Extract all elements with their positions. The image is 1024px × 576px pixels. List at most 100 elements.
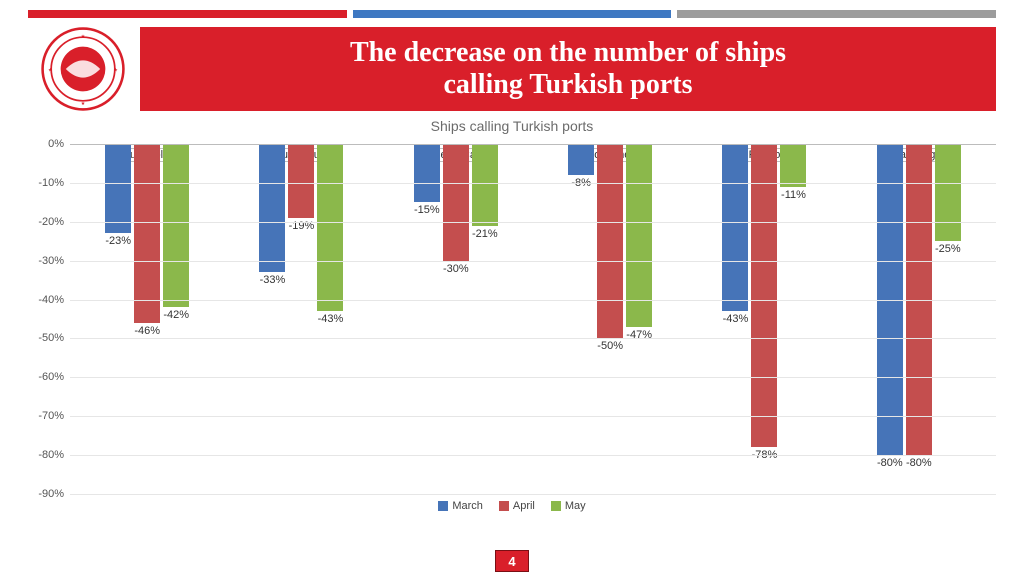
gridline: [70, 494, 996, 495]
bar-rect: [568, 144, 594, 175]
bars-row: -8%-50%-47%: [533, 144, 687, 494]
bar-rect: [134, 144, 160, 323]
bar-value-label: -11%: [781, 189, 806, 201]
bars-row: -80%-80%-25%: [842, 144, 996, 494]
category-group: Bulk Liquid-33%-19%-43%: [224, 144, 378, 494]
gridline: [70, 300, 996, 301]
bar-value-label: -50%: [597, 340, 623, 352]
y-tick-label: -20%: [38, 216, 64, 228]
y-tick-label: 0%: [48, 138, 64, 150]
bar: -19%: [288, 144, 314, 494]
category-group: General Cargo-15%-30%-21%: [379, 144, 533, 494]
bar: -80%: [877, 144, 903, 494]
gridline: [70, 222, 996, 223]
baseline: [70, 144, 996, 145]
bar-value-label: -33%: [260, 274, 286, 286]
bar-value-label: -43%: [318, 313, 344, 325]
gridline: [70, 183, 996, 184]
legend-label: April: [513, 500, 535, 512]
legend-label: March: [452, 500, 483, 512]
svg-text:★: ★: [81, 34, 86, 40]
bar-value-label: -42%: [163, 309, 189, 321]
y-tick-label: -40%: [38, 294, 64, 306]
bar: -80%: [906, 144, 932, 494]
header: ★ ★ ★ ★ The decrease on the number of sh…: [0, 26, 1024, 112]
bar: -43%: [317, 144, 343, 494]
legend-swatch: [551, 501, 561, 511]
bar: -25%: [935, 144, 961, 494]
bar: -23%: [105, 144, 131, 494]
svg-text:★: ★: [113, 68, 118, 74]
title-banner: The decrease on the number of ships call…: [140, 27, 996, 111]
bar-value-label: -46%: [134, 325, 160, 337]
category-group: Container-8%-50%-47%: [533, 144, 687, 494]
bar: -47%: [626, 144, 652, 494]
gridline: [70, 377, 996, 378]
stripe-blue: [353, 10, 672, 18]
bar: -8%: [568, 144, 594, 494]
bars-row: -23% -46%-42%: [70, 144, 224, 494]
stripe-grey: [677, 10, 996, 18]
y-tick-label: -10%: [38, 177, 64, 189]
bar-rect: [751, 144, 777, 447]
bar-rect: [414, 144, 440, 202]
chart-plot: 0%-10%-20%-30%-40%-50%-60%-70%-80%-90% B…: [70, 144, 996, 494]
page-number: 4: [495, 550, 529, 572]
legend-swatch: [499, 501, 509, 511]
bar-value-label: -15%: [414, 204, 440, 216]
bar-rect: [935, 144, 961, 241]
category-group: Passenger-80%-80%-25%: [842, 144, 996, 494]
y-tick-label: -90%: [38, 488, 64, 500]
bar: -43%: [722, 144, 748, 494]
category-group: Bulk Solid-23%-46%-42%: [70, 144, 224, 494]
legend-item: May: [551, 500, 586, 512]
bar-value-label: -43%: [723, 313, 749, 325]
category-group: Ro-Ro-43%-78%-11%: [687, 144, 841, 494]
bar: -50%: [597, 144, 623, 494]
legend-item: March: [438, 500, 483, 512]
y-tick-label: -50%: [38, 332, 64, 344]
legend-label: May: [565, 500, 586, 512]
bar-rect: [597, 144, 623, 338]
y-tick-label: -70%: [38, 410, 64, 422]
top-stripe: [0, 10, 1024, 18]
chart-area: Ships calling Turkish ports 0%-10%-20%-3…: [28, 118, 996, 512]
y-tick-label: -60%: [38, 371, 64, 383]
bar: -42%: [163, 144, 189, 494]
bars-row: -15% -30% -21%: [379, 144, 533, 494]
bar-rect: [259, 144, 285, 272]
stripe-red: [28, 10, 347, 18]
bar-value-label: -21%: [472, 228, 498, 240]
bar: -15%: [414, 144, 440, 494]
title-line-2: calling Turkish ports: [444, 69, 693, 101]
bar-value-label: -30%: [443, 263, 469, 275]
bars-row: -33%-19% -43%: [224, 144, 378, 494]
bar-value-label: -80%: [877, 457, 903, 469]
y-tick-label: -80%: [38, 449, 64, 461]
bar-rect: [443, 144, 469, 261]
gridline: [70, 261, 996, 262]
bar-rect: [722, 144, 748, 311]
bar-groups: Bulk Solid-23%-46%-42%Bulk Liquid-33%-19…: [70, 144, 996, 494]
svg-text:★: ★: [48, 68, 53, 74]
bar: -30%: [443, 144, 469, 494]
legend: March April May: [28, 500, 996, 512]
bar-rect: [317, 144, 343, 311]
bar: -33%: [259, 144, 285, 494]
legend-swatch: [438, 501, 448, 511]
page-number-text: 4: [508, 554, 515, 569]
gridline: [70, 338, 996, 339]
bar-rect: [105, 144, 131, 233]
svg-text:★: ★: [81, 101, 86, 107]
gridline: [70, 416, 996, 417]
bar-value-label: -23%: [105, 235, 131, 247]
bar-rect: [472, 144, 498, 226]
legend-item: April: [499, 500, 535, 512]
gridline: [70, 455, 996, 456]
bars-row: -43%-78%-11%: [687, 144, 841, 494]
bar: -21%: [472, 144, 498, 494]
title-line-1: The decrease on the number of ships: [350, 37, 786, 69]
bar-rect: [780, 144, 806, 187]
bar-value-label: -25%: [935, 243, 961, 255]
chart-title: Ships calling Turkish ports: [28, 118, 996, 134]
